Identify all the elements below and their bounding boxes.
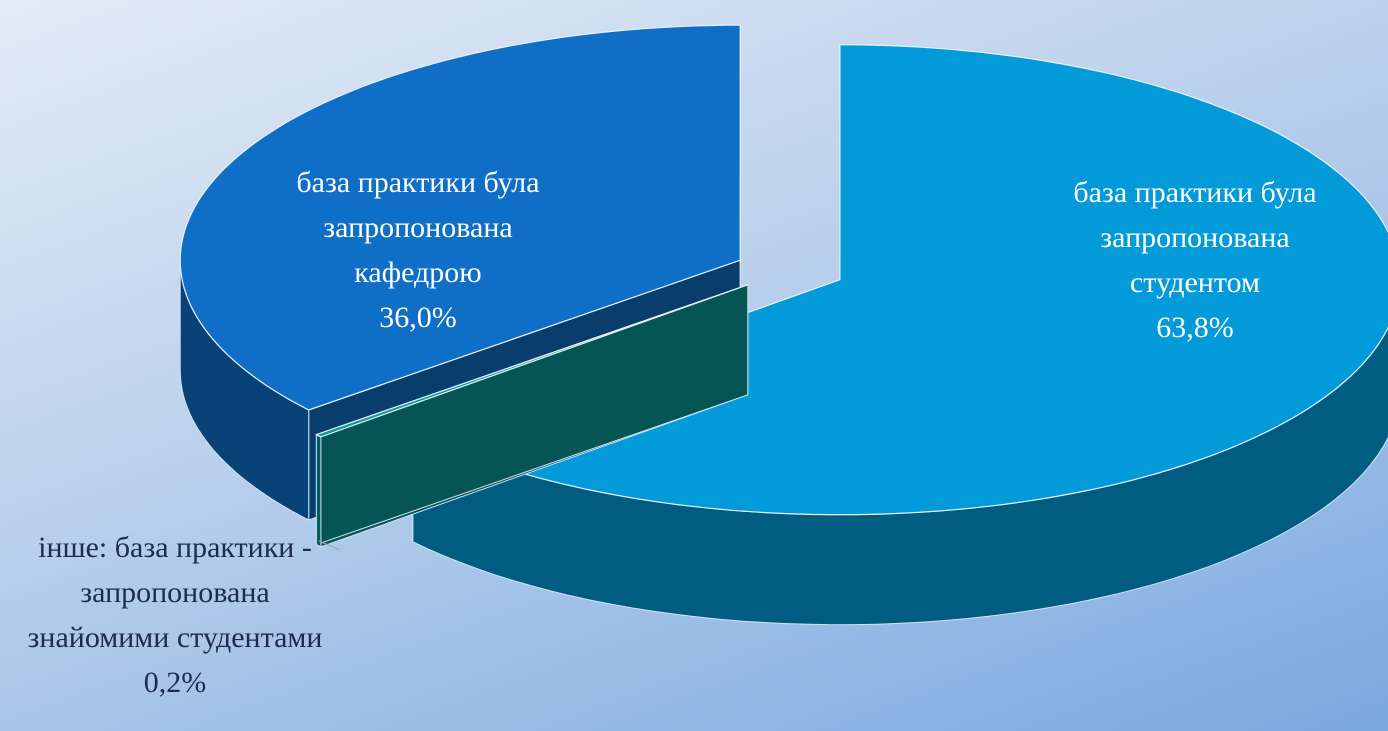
slice <box>314 284 749 549</box>
value-label: 36,0% <box>379 301 457 334</box>
data-label: база практики була запропонована кафедро… <box>258 160 578 340</box>
value-label: 0,2% <box>143 666 207 699</box>
leader-line <box>318 540 341 551</box>
value-label: 63,8% <box>1156 311 1234 344</box>
data-label: інше: база практики - запропонована знай… <box>10 525 340 705</box>
data-label: база практики була запропонована студент… <box>1035 170 1355 350</box>
slice-top <box>179 24 741 411</box>
category-name: інше: база практики - запропонована знай… <box>27 531 323 654</box>
slice-top <box>314 284 749 438</box>
category-name: база практики була запропонована кафедро… <box>296 166 540 289</box>
category-name: база практики була запропонована студент… <box>1073 176 1317 299</box>
